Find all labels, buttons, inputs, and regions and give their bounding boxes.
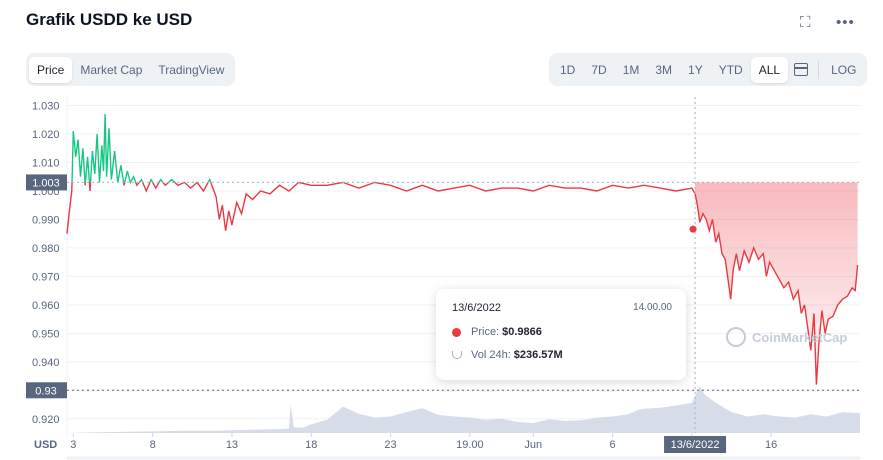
range-1y[interactable]: 1Y: [688, 62, 703, 77]
tooltip-price-row: Price: $0.9866: [452, 326, 542, 338]
range-all[interactable]: ALL: [750, 56, 789, 83]
chart-title: Grafik USDD ke USD: [26, 10, 193, 29]
range-selector: 1D 7D 1M 3M 1Y YTD ALL LOG: [549, 53, 868, 86]
y-tick-label: 0.990: [32, 214, 60, 226]
divider: [818, 60, 820, 79]
expand-icon[interactable]: ⛶: [800, 14, 811, 31]
coinmarketcap-logo-icon: [726, 327, 746, 347]
x-tick-label: 8: [150, 439, 156, 451]
log-scale-button[interactable]: LOG: [831, 62, 857, 77]
price-fill: [695, 182, 858, 385]
chart-tooltip: 13/6/2022 14.00.00 Price: $0.9866 Vol 24…: [436, 289, 686, 380]
range-1d[interactable]: 1D: [560, 62, 576, 77]
tooltip-price-label: Price:: [471, 326, 500, 338]
tab-price[interactable]: Price: [29, 56, 73, 83]
x-tick-label: 13: [226, 439, 238, 451]
y-tick-label: 1.010: [32, 157, 60, 169]
volume-series: [67, 386, 860, 433]
grid: [66, 97, 860, 460]
tab-market-cap[interactable]: Market Cap: [80, 62, 143, 77]
volume-icon: [452, 351, 462, 359]
x-tick-label: 6: [610, 439, 616, 451]
crosshair-y-label: 0.93: [35, 385, 56, 397]
y-tick-label: 0.940: [32, 357, 60, 369]
tooltip-volume-label: Vol 24h:: [471, 349, 511, 361]
hover-point-marker: [689, 225, 697, 233]
reference-price-box: [26, 174, 67, 191]
calendar-icon[interactable]: [794, 63, 809, 76]
watermark: CoinMarketCap: [726, 327, 847, 347]
watermark-text: CoinMarketCap: [752, 329, 848, 345]
price-dot-icon: [452, 327, 461, 337]
axes: 1.0301.0201.0101.0000.9900.9800.9700.960…: [32, 101, 777, 451]
tooltip-date: 13/6/2022: [452, 302, 501, 314]
x-tick-label: Jun: [524, 439, 542, 451]
range-7d[interactable]: 7D: [591, 62, 607, 77]
y-tick-label: 0.950: [32, 328, 60, 340]
more-icon[interactable]: •••: [836, 14, 855, 31]
tooltip-volume-row: Vol 24h: $236.57M: [452, 349, 563, 361]
y-tick-label: 0.980: [32, 243, 60, 255]
tab-tradingview[interactable]: TradingView: [158, 62, 225, 77]
y-unit-label: USD: [34, 439, 57, 451]
y-tick-label: 0.970: [32, 271, 60, 283]
volume-area: [67, 386, 860, 433]
y-tick-label: 1.020: [32, 129, 60, 141]
price-line-down: [66, 182, 859, 385]
price-line-up: [71, 114, 379, 183]
y-tick-label: 0.920: [32, 414, 60, 426]
range-ytd[interactable]: YTD: [718, 62, 743, 77]
range-1m[interactable]: 1M: [622, 62, 640, 77]
range-3m[interactable]: 3M: [655, 62, 673, 77]
x-tick-label: 23: [384, 439, 396, 451]
x-tick-label: 18: [305, 439, 317, 451]
crosshair-x-box: [664, 436, 727, 453]
x-tick-label: 3: [70, 439, 76, 451]
tooltip-price-value: $0.9866: [502, 326, 542, 338]
crosshair-y-box: [26, 382, 67, 399]
chart-type-tabs: Price Market Cap TradingView: [26, 53, 236, 86]
tooltip-time: 14.00.00: [633, 302, 672, 313]
price-area-fill: [695, 182, 858, 385]
reference-price-label: 1.003: [32, 177, 60, 189]
crosshair: 1.003 0.93 13/6/2022: [26, 97, 860, 453]
tooltip-volume-value: $236.57M: [513, 349, 563, 361]
x-tick-label: 16: [765, 439, 777, 451]
y-tick-label: 0.960: [32, 300, 60, 312]
y-tick-label: 1.030: [32, 101, 60, 113]
crosshair-x-label: 13/6/2022: [671, 439, 720, 451]
x-tick-label: 19.00: [456, 439, 484, 451]
price-series: [66, 114, 859, 385]
